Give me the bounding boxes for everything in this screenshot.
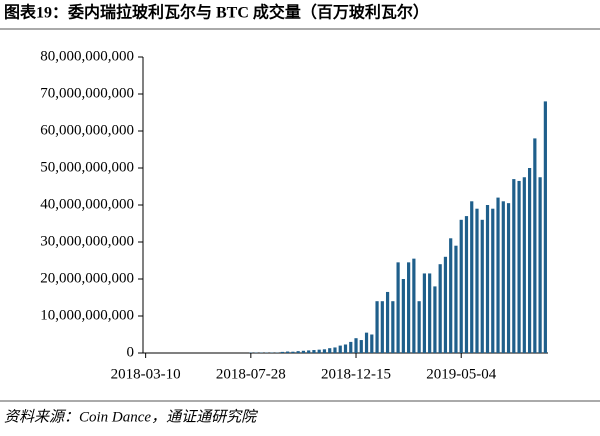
bar [454,245,458,353]
bar [401,279,405,353]
bar [501,201,505,353]
bar [475,208,479,353]
bar [464,216,469,353]
x-tick-label: 2018-03-10 [111,366,181,382]
chart-title: 图表19：委内瑞拉玻利瓦尔与 BTC 成交量（百万玻利瓦尔） [4,3,429,22]
bar [522,177,526,353]
bar [375,301,379,353]
bar [338,345,342,353]
bar [527,168,532,353]
bar [480,219,484,353]
x-tick-label: 2018-07-28 [216,366,286,382]
y-tick-label: 40,000,000,000 [40,196,134,212]
bar [322,349,327,353]
bar [312,350,316,353]
bar [385,291,390,353]
bar [485,205,490,353]
bar [280,351,284,353]
y-tick-label: 60,000,000,000 [40,122,134,138]
bar [291,351,295,353]
bar [412,258,416,353]
bar [443,256,448,353]
bar [391,301,395,353]
y-tick-label: 50,000,000,000 [40,159,134,175]
y-tick-label: 0 [127,344,135,360]
bar [407,262,411,353]
bar [333,347,337,353]
bar [428,273,432,353]
bar [438,264,442,353]
bar [422,273,426,353]
bar [470,201,474,353]
bar [417,301,421,353]
bar [286,351,290,353]
bar [370,334,374,353]
bar [343,344,348,353]
bar [396,262,400,353]
bar [543,101,547,354]
bar [380,301,384,353]
bar [328,348,332,353]
bar [301,350,306,353]
bar [296,351,300,353]
bar [512,179,516,353]
bar [459,219,463,353]
bar [307,350,311,353]
bar [538,177,542,353]
bar [449,238,453,353]
bar [354,338,358,353]
bar [517,180,521,353]
bar [533,138,537,353]
bar [359,340,363,353]
bar [491,208,495,353]
y-tick-label: 20,000,000,000 [40,270,134,286]
y-tick-label: 30,000,000,000 [40,233,134,249]
x-tick-label: 2019-05-04 [426,366,496,382]
y-tick-label: 70,000,000,000 [40,85,134,101]
y-tick-label: 10,000,000,000 [40,307,134,323]
y-tick-label: 80,000,000,000 [40,48,134,64]
bar [349,341,353,353]
bar [317,349,321,353]
bar [364,332,369,353]
source-note: 资料来源：Coin Dance，通证通研究院 [4,408,258,425]
bar [496,197,500,353]
bar [506,203,511,353]
x-tick-label: 2018-12-15 [321,366,391,382]
bar [433,286,437,353]
